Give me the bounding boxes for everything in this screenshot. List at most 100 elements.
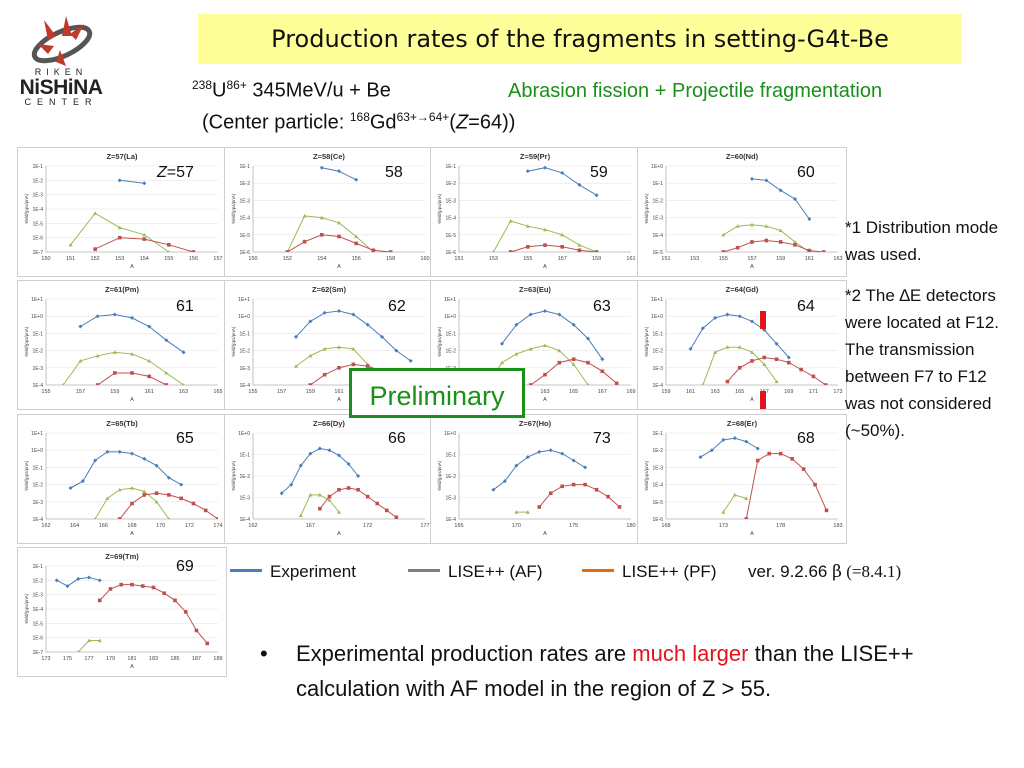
y-tick-label: 1E+0 bbox=[444, 431, 456, 437]
data-point bbox=[337, 453, 341, 458]
y-tick-label: 1E-2 bbox=[32, 349, 43, 355]
data-point bbox=[799, 367, 803, 372]
series-pf bbox=[537, 482, 622, 509]
data-point bbox=[203, 508, 208, 513]
data-point bbox=[514, 352, 519, 356]
panel-z-label: 73 bbox=[593, 430, 611, 447]
data-point bbox=[764, 238, 769, 243]
legend-af-label: LISE++ (AF) bbox=[448, 562, 543, 581]
y-tick-label: 1E-2 bbox=[652, 198, 663, 204]
y-axis-label: Yield/(pps/pnA) bbox=[231, 460, 236, 491]
chart-title: Z=64(Gd) bbox=[726, 285, 759, 294]
beam-charge: 86+ bbox=[226, 78, 247, 92]
data-point bbox=[322, 372, 327, 377]
x-tick-label: 155 bbox=[164, 256, 173, 262]
data-point bbox=[735, 224, 740, 228]
x-axis-label: A bbox=[130, 264, 134, 270]
data-point bbox=[365, 364, 370, 368]
data-point bbox=[337, 169, 341, 174]
chart-title: Z=59(Pr) bbox=[520, 152, 551, 161]
series-line bbox=[70, 212, 170, 252]
data-point bbox=[721, 232, 726, 237]
series-experiment bbox=[319, 165, 359, 182]
chart-title: Z=58(Ce) bbox=[313, 152, 345, 161]
x-tick-label: 161 bbox=[334, 389, 343, 395]
data-point bbox=[354, 234, 359, 239]
panel-z-label: 64 bbox=[797, 298, 815, 315]
data-point bbox=[105, 449, 110, 454]
x-tick-label: 163 bbox=[833, 256, 842, 262]
data-point bbox=[586, 383, 590, 385]
y-axis-label: Yield/(pps/pnA) bbox=[24, 193, 29, 224]
data-point bbox=[294, 334, 298, 339]
y-tick-label: 1E-3 bbox=[445, 198, 456, 204]
x-tick-label: 166 bbox=[99, 523, 108, 529]
x-axis-label: A bbox=[543, 531, 547, 537]
x-tick-label: 150 bbox=[41, 256, 50, 262]
series-line bbox=[492, 220, 597, 252]
y-tick-label: 1E-1 bbox=[652, 431, 663, 437]
data-point bbox=[514, 322, 519, 327]
series-pf bbox=[528, 357, 619, 385]
series-line bbox=[281, 447, 359, 494]
data-point bbox=[117, 487, 122, 492]
data-point bbox=[164, 370, 169, 375]
data-point bbox=[130, 582, 134, 587]
series-line bbox=[119, 179, 145, 184]
data-point bbox=[821, 250, 826, 252]
bullet-highlight: much larger bbox=[632, 641, 749, 666]
x-tick-label: 157 bbox=[558, 256, 567, 262]
y-tick-label: 1E+0 bbox=[651, 314, 663, 320]
x-tick-label: 174 bbox=[213, 523, 222, 529]
series-experiment bbox=[279, 446, 361, 496]
data-point bbox=[543, 227, 547, 232]
y-tick-label: 1E-1 bbox=[445, 453, 456, 459]
data-point bbox=[166, 475, 171, 480]
x-tick-label: 181 bbox=[127, 656, 136, 662]
x-tick-label: 159 bbox=[306, 389, 315, 395]
y-tick-label: 1E-4 bbox=[32, 207, 43, 213]
data-point bbox=[560, 232, 565, 237]
chart-panel: Z=60(Nd) 1E+0 1E-1 1E-2 1E-3 1E-4 1E-5 151 153 15… bbox=[637, 147, 847, 277]
data-point bbox=[130, 352, 134, 356]
data-point bbox=[191, 501, 196, 506]
x-tick-label: 165 bbox=[569, 389, 578, 395]
legend-experiment-label: Experiment bbox=[270, 562, 356, 581]
data-point bbox=[308, 492, 313, 497]
data-point bbox=[302, 213, 307, 218]
x-tick-label: 155 bbox=[523, 256, 532, 262]
data-point bbox=[308, 319, 313, 324]
y-tick-label: 1E-1 bbox=[32, 465, 43, 471]
data-point bbox=[113, 371, 117, 375]
y-tick-label: 1E-5 bbox=[652, 250, 663, 256]
beta-symbol: β bbox=[832, 562, 842, 582]
data-point bbox=[744, 496, 749, 500]
data-point bbox=[327, 448, 332, 453]
data-point bbox=[543, 309, 547, 314]
data-point bbox=[319, 215, 324, 220]
data-point bbox=[525, 224, 530, 228]
chart-panel: Z=57(La) 1E-1 1E-2 1E-3 1E-4 1E-5 1E-6 1E-7 150 1… bbox=[17, 147, 227, 277]
data-point bbox=[594, 193, 599, 198]
series-pf bbox=[744, 451, 829, 519]
data-point bbox=[117, 449, 122, 454]
chart-panel: Z=63(Eu)1E+11E+01E-11E-21E-31E-415715916… bbox=[430, 280, 640, 410]
data-point bbox=[142, 237, 147, 241]
data-point bbox=[577, 248, 582, 252]
y-tick-label: 1E-1 bbox=[445, 164, 456, 170]
series-line bbox=[493, 449, 586, 491]
y-tick-label: 1E-2 bbox=[445, 181, 456, 187]
data-point bbox=[216, 517, 218, 519]
x-tick-label: 159 bbox=[592, 256, 601, 262]
x-tick-label: 155 bbox=[248, 389, 257, 395]
beam-element: U bbox=[212, 79, 227, 102]
data-point bbox=[701, 383, 704, 385]
x-tick-label: 153 bbox=[115, 256, 124, 262]
legend-pf-line bbox=[582, 569, 614, 573]
x-tick-label: 171 bbox=[809, 389, 818, 395]
series-line bbox=[487, 344, 589, 385]
